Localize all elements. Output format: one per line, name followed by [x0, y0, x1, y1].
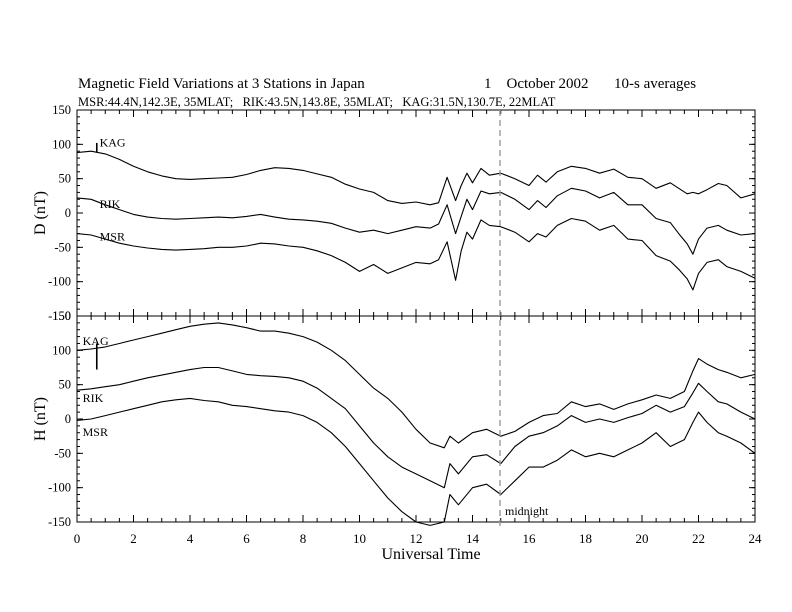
- chart-averaging: 10-s averages: [614, 76, 696, 92]
- x-tick-label: 6: [243, 531, 250, 546]
- y-tick-label: 100: [52, 137, 71, 151]
- y-tick-label: -100: [48, 481, 71, 495]
- chart-date: 1 October 2002: [484, 76, 589, 92]
- series-label-msr: MSR: [83, 425, 108, 439]
- series-line-kag: [76, 322, 756, 449]
- series-line-msr: [76, 397, 756, 526]
- series-label-msr: MSR: [100, 229, 125, 243]
- y-tick-label: -50: [54, 446, 71, 460]
- x-tick-label: 24: [749, 531, 763, 546]
- x-tick-label: 12: [410, 531, 423, 546]
- series-line-rik: [76, 366, 756, 489]
- series-label-kag: KAG: [83, 334, 109, 348]
- y-axis-label: D (nT): [32, 191, 49, 235]
- x-tick-label: 2: [130, 531, 137, 546]
- y-tick-label: -150: [48, 309, 71, 323]
- series-label-rik: RIK: [83, 391, 104, 405]
- x-tick-label: 20: [636, 531, 649, 546]
- x-tick-label: 22: [692, 531, 705, 546]
- chart-title: Magnetic Field Variations at 3 Stations …: [78, 76, 365, 92]
- y-tick-label: 50: [59, 378, 72, 392]
- d-component-panel: -150 -100 -50 0 50 100 150 D (nT) KAG RIK MSR: [32, 103, 756, 323]
- y-tick-label: -100: [48, 275, 71, 289]
- y-tick-label: 150: [52, 103, 71, 117]
- x-tick-label: 18: [579, 531, 592, 546]
- y-tick-label: 50: [59, 172, 72, 186]
- y-tick-label: 100: [52, 343, 71, 357]
- plot-frame: [76, 315, 756, 523]
- plot-frame: [76, 109, 756, 317]
- x-tick-label: 14: [466, 531, 480, 546]
- y-tick-label: -150: [48, 515, 71, 529]
- midnight-label: midnight: [505, 504, 549, 518]
- y-tick-label: 0: [65, 206, 71, 220]
- y-tick-label: 0: [65, 412, 71, 426]
- series-line-rik: [76, 187, 756, 255]
- series-label-kag: KAG: [100, 135, 126, 149]
- series-label-rik: RIK: [100, 197, 121, 211]
- x-tick-label: 10: [353, 531, 366, 546]
- x-tick-label: 8: [300, 531, 307, 546]
- x-tick-label: 4: [187, 531, 194, 546]
- station-coordinates: MSR:44.4N,142.3E, 35MLAT; RIK:43.5N,143.…: [78, 95, 556, 109]
- series-line-kag: [76, 150, 756, 206]
- y-tick-label: -50: [54, 240, 71, 254]
- y-axis-label: H (nT): [32, 397, 49, 441]
- x-tick-label: 16: [523, 531, 537, 546]
- x-axis-label: Universal Time: [381, 546, 480, 563]
- y-tick-label: 150: [52, 309, 71, 323]
- x-tick-label: 0: [74, 531, 81, 546]
- series-line-msr: [76, 217, 756, 291]
